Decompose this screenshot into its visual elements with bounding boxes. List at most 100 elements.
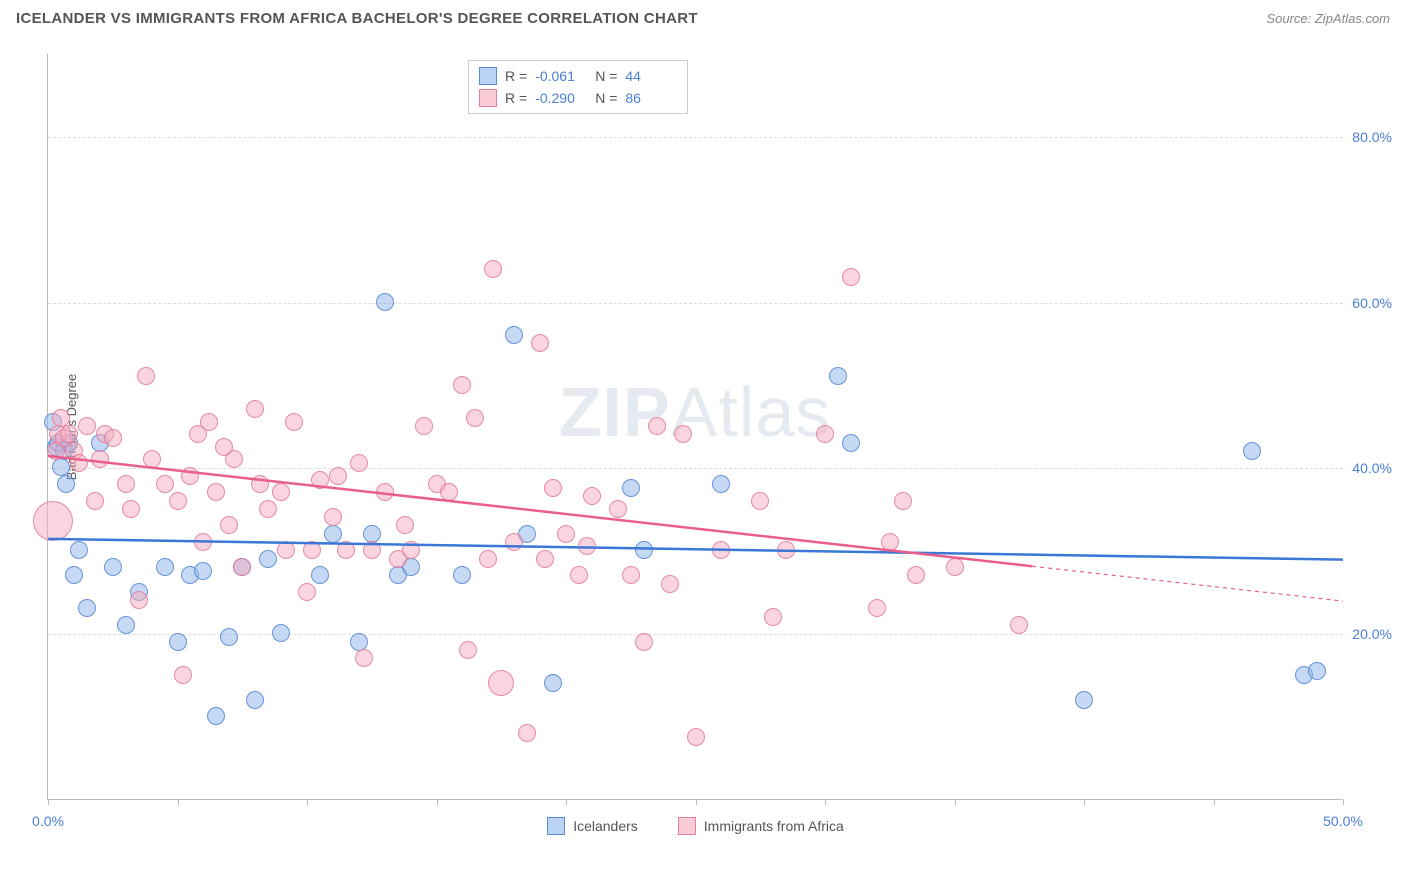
data-point <box>536 550 554 568</box>
data-point <box>91 450 109 468</box>
r-label: R = <box>505 68 527 84</box>
xtick <box>48 799 49 805</box>
data-point <box>117 475 135 493</box>
data-point <box>143 450 161 468</box>
data-point <box>544 479 562 497</box>
ytick-label: 80.0% <box>1352 129 1392 145</box>
data-point <box>609 500 627 518</box>
data-point <box>70 454 88 472</box>
data-point <box>868 599 886 617</box>
data-point <box>453 376 471 394</box>
ytick-label: 40.0% <box>1352 460 1392 476</box>
xtick <box>1084 799 1085 805</box>
data-point <box>1075 691 1093 709</box>
data-point <box>324 525 342 543</box>
data-point <box>544 674 562 692</box>
data-point <box>78 417 96 435</box>
data-point <box>648 417 666 435</box>
data-point <box>272 483 290 501</box>
data-point <box>303 541 321 559</box>
data-point <box>453 566 471 584</box>
r-value: -0.290 <box>535 90 587 106</box>
data-point <box>298 583 316 601</box>
legend-item: Immigrants from Africa <box>678 817 844 835</box>
data-point <box>484 260 502 278</box>
data-point <box>894 492 912 510</box>
data-point <box>194 533 212 551</box>
data-point <box>479 550 497 568</box>
data-point <box>907 566 925 584</box>
data-point <box>104 558 122 576</box>
data-point <box>661 575 679 593</box>
legend-label: Icelanders <box>573 818 638 834</box>
data-point <box>488 670 514 696</box>
data-point <box>324 508 342 526</box>
n-label: N = <box>595 68 617 84</box>
data-point <box>881 533 899 551</box>
data-point <box>440 483 458 501</box>
data-point <box>531 334 549 352</box>
data-point <box>246 400 264 418</box>
xtick <box>178 799 179 805</box>
data-point <box>246 691 264 709</box>
data-point <box>70 541 88 559</box>
data-point <box>687 728 705 746</box>
data-point <box>712 541 730 559</box>
data-point <box>277 541 295 559</box>
data-point <box>350 454 368 472</box>
data-point <box>363 525 381 543</box>
xtick <box>955 799 956 805</box>
data-point <box>272 624 290 642</box>
data-point <box>169 492 187 510</box>
watermark-bold: ZIP <box>559 373 671 451</box>
data-point <box>215 438 233 456</box>
data-point <box>635 541 653 559</box>
data-point <box>583 487 601 505</box>
data-point <box>78 599 96 617</box>
swatch-icon <box>678 817 696 835</box>
stats-row: R = -0.061 N = 44 <box>479 65 677 87</box>
data-point <box>816 425 834 443</box>
legend-item: Icelanders <box>547 817 638 835</box>
chart-title: ICELANDER VS IMMIGRANTS FROM AFRICA BACH… <box>16 10 698 27</box>
r-value: -0.061 <box>535 68 587 84</box>
data-point <box>415 417 433 435</box>
data-point <box>764 608 782 626</box>
data-point <box>350 633 368 651</box>
data-point <box>86 492 104 510</box>
data-point <box>311 566 329 584</box>
data-point <box>505 533 523 551</box>
xtick <box>696 799 697 805</box>
data-point <box>33 501 73 541</box>
xtick <box>825 799 826 805</box>
stats-legend-box: R = -0.061 N = 44 R = -0.290 N = 86 <box>468 60 688 114</box>
data-point <box>156 475 174 493</box>
data-point <box>122 500 140 518</box>
data-point <box>1308 662 1326 680</box>
data-point <box>259 500 277 518</box>
data-point <box>674 425 692 443</box>
data-point <box>194 562 212 580</box>
data-point <box>622 479 640 497</box>
data-point <box>259 550 277 568</box>
data-point <box>137 367 155 385</box>
data-point <box>712 475 730 493</box>
data-point <box>233 558 251 576</box>
data-point <box>311 471 329 489</box>
data-point <box>174 666 192 684</box>
swatch-icon <box>547 817 565 835</box>
swatch-icon <box>479 89 497 107</box>
data-point <box>57 475 75 493</box>
data-point <box>751 492 769 510</box>
data-point <box>285 413 303 431</box>
gridline <box>48 303 1343 304</box>
bottom-legend: Icelanders Immigrants from Africa <box>48 817 1343 835</box>
data-point <box>557 525 575 543</box>
watermark: ZIPAtlas <box>559 372 832 452</box>
data-point <box>842 268 860 286</box>
ytick-label: 60.0% <box>1352 295 1392 311</box>
data-point <box>578 537 596 555</box>
chart-header: ICELANDER VS IMMIGRANTS FROM AFRICA BACH… <box>0 0 1406 33</box>
data-point <box>355 649 373 667</box>
gridline <box>48 468 1343 469</box>
